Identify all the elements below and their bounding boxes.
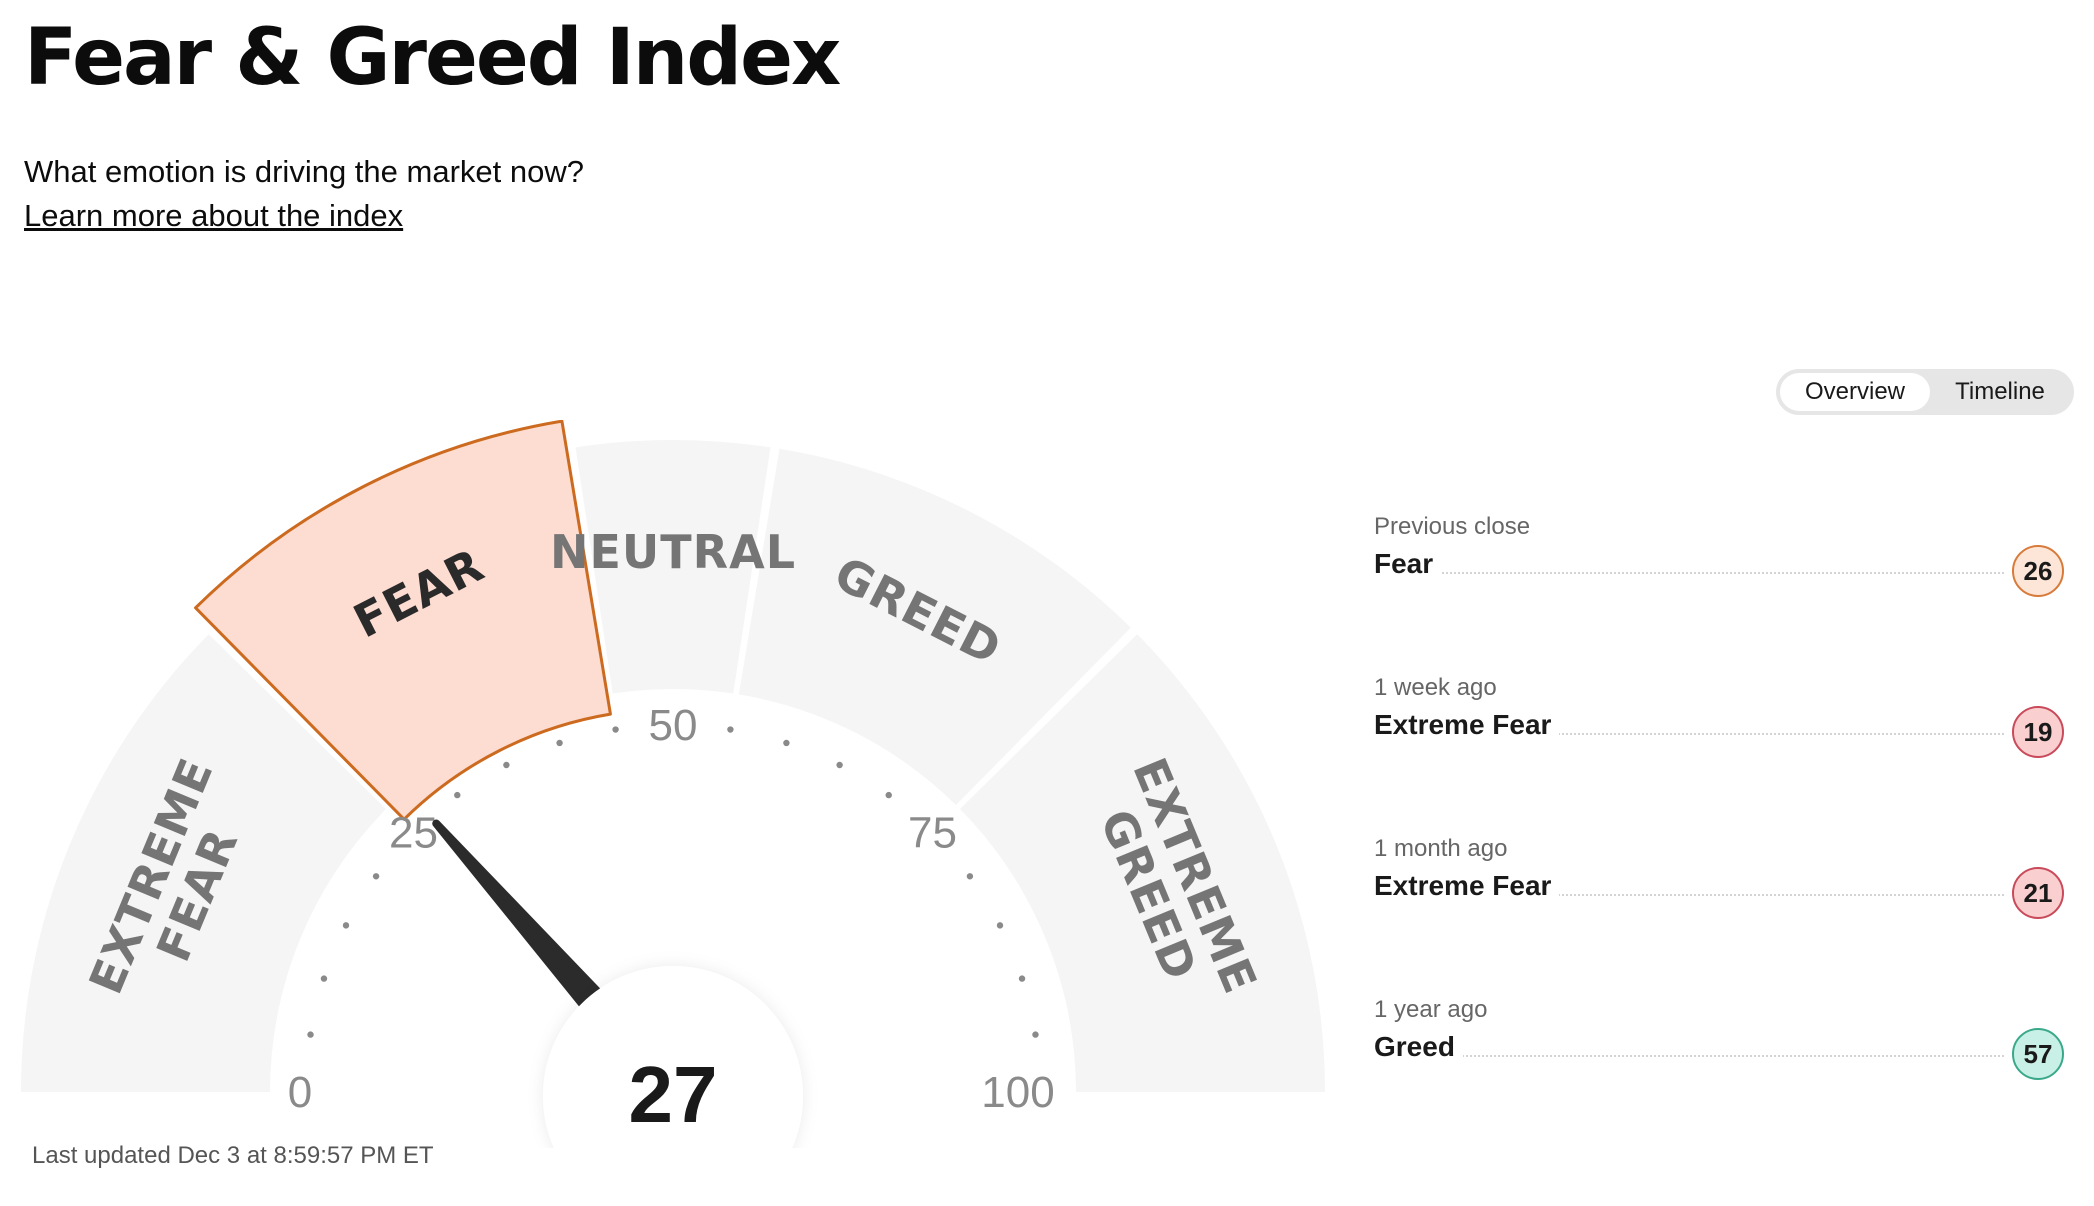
learn-more-link[interactable]: Learn more about the index [24,198,404,233]
gauge-tick-label: 75 [908,808,957,857]
history-period-label: 1 week ago [1374,674,1497,701]
history-period-label: 1 year ago [1374,996,1488,1023]
gauge-segment-neutral [575,440,771,694]
dotted-leader [1374,1055,2004,1057]
gauge-tick-dot [342,922,350,929]
history-rating: Greed [1374,1029,1463,1065]
gauge-tick-label: 25 [389,808,438,857]
history-rating: Extreme Fear [1374,868,1560,904]
dotted-leader [1374,733,2004,735]
gauge-segment-extreme-fear [21,634,387,1092]
gauge-tick-dot [885,791,892,799]
dotted-leader [1374,894,2004,896]
gauge-tick-dot [966,873,974,880]
history-rating: Fear [1374,546,1442,582]
toggle-timeline-button[interactable]: Timeline [1955,378,2045,405]
history-row-1-week: 1 week ago Extreme Fear 19 [1374,671,2064,832]
page-subtitle: What emotion is driving the market now? [24,154,584,189]
history-row-1-month: 1 month ago Extreme Fear 21 [1374,832,2064,993]
gauge-tick-dot [727,726,734,733]
history-rating: Extreme Fear [1374,707,1560,743]
gauge-segment-label-line: NEUTRAL [550,525,796,579]
gauge-value: 27 [629,1050,718,1139]
gauge-tick-dot [1018,975,1026,982]
toggle-overview-button[interactable]: Overview [1780,373,1930,411]
gauge-tick-dot [996,922,1004,929]
gauge-tick-dot [503,761,510,769]
gauge-segment-greed [738,448,1131,806]
history-period-label: Previous close [1374,513,1531,540]
gauge-segment-label: NEUTRAL [550,525,796,579]
gauge-tick-dot [612,726,619,733]
history-score-badge: 26 [2012,545,2064,597]
view-toggle: Overview Timeline [1776,369,2074,415]
gauge-tick-label: 50 [649,701,698,750]
history-score-badge: 19 [2012,706,2064,758]
gauge-tick-dot [320,975,328,982]
last-updated-text: Last updated Dec 3 at 8:59:57 PM ET [32,1142,434,1169]
gauge-center-disk [543,966,803,1160]
gauge-segment-fear [194,420,612,821]
gauge-tick-dot [454,791,461,799]
history-period-label: 1 month ago [1374,835,1508,862]
gauge-tick-dot [1032,1031,1039,1038]
history-list: Previous close Fear 26 1 week ago Extrem… [1374,510,2064,1154]
history-score-badge: 57 [2012,1028,2064,1080]
page-title: Fear & Greed Index [24,13,841,103]
gauge-tick-dot [783,739,790,747]
gauge-tick-dot [307,1031,314,1038]
gauge-bottom-mask [503,1148,843,1160]
dotted-leader [1374,572,2004,574]
history-row-previous-close: Previous close Fear 26 [1374,510,2064,671]
gauge-segment-extreme-greed [959,634,1325,1092]
gauge-tick-label: 100 [981,1068,1054,1117]
gauge-needle [432,819,620,1029]
gauge-tick-dot [836,761,843,769]
gauge-tick-label: 0 [288,1068,312,1117]
history-score-badge: 21 [2012,867,2064,919]
history-row-1-year: 1 year ago Greed 57 [1374,993,2064,1154]
gauge-tick-dot [372,873,380,880]
gauge-tick-dot [556,739,563,747]
